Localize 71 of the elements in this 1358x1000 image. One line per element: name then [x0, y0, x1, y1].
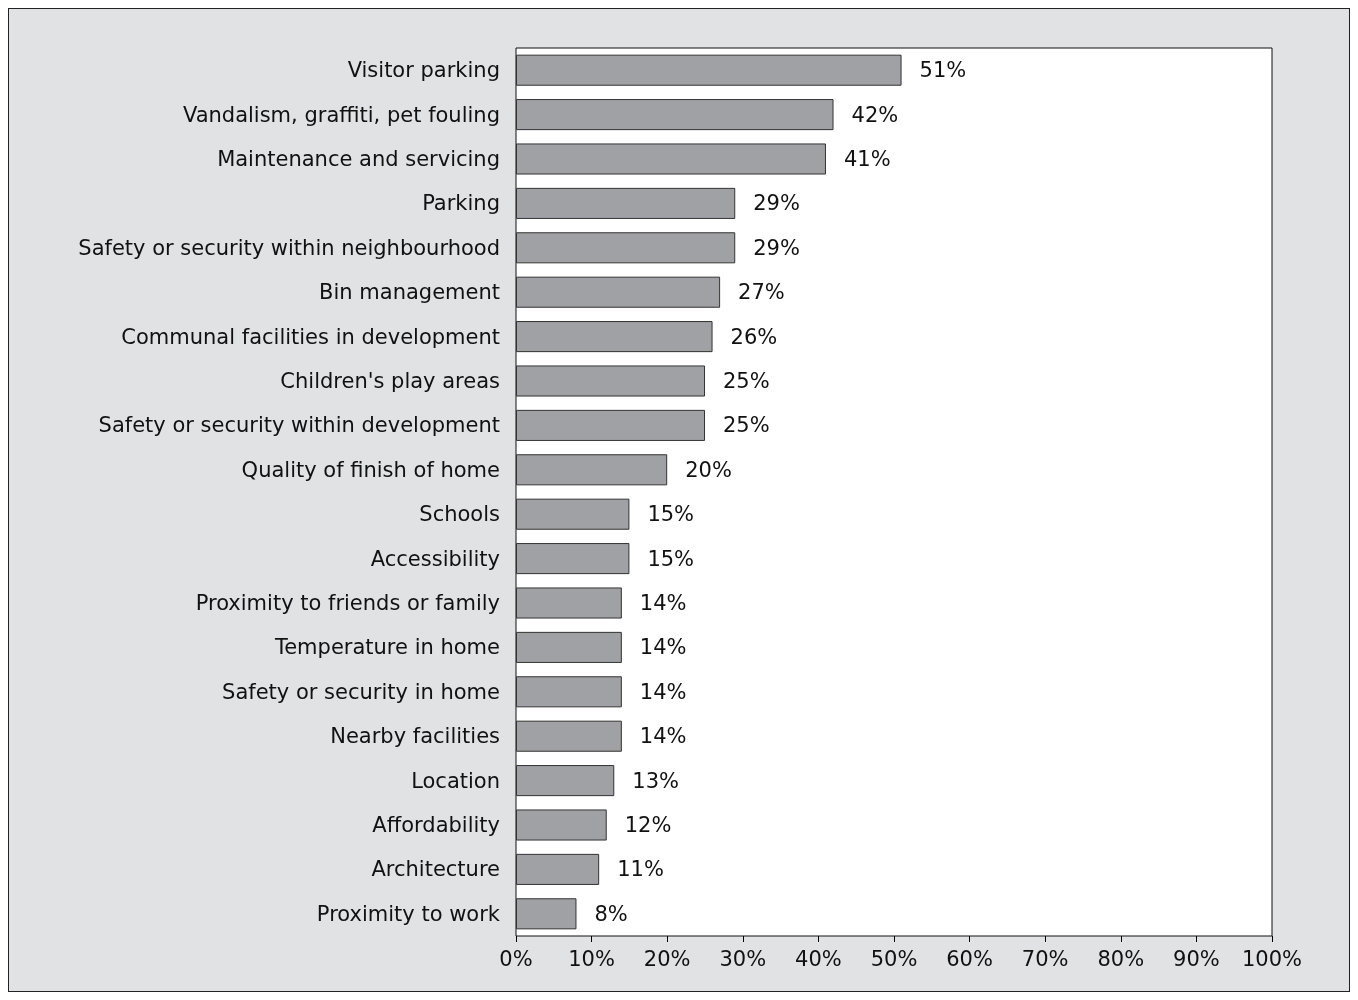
data-label: 20% [685, 457, 732, 482]
y-tick-label: Maintenance and servicing [217, 147, 500, 171]
bar [516, 54, 902, 86]
data-label: 25% [723, 369, 770, 393]
bar [516, 187, 736, 219]
bar [516, 365, 705, 397]
data-label: 41% [843, 147, 891, 171]
y-tick-label: Visitor parking [347, 58, 500, 83]
x-tick-label: 90% [1173, 946, 1220, 971]
data-label: 42% [851, 102, 899, 127]
bar [516, 587, 622, 619]
bar [516, 498, 630, 530]
data-label: 25% [723, 413, 770, 438]
y-tick-label: Location [411, 768, 500, 793]
y-tick-label: Safety or security in home [222, 679, 500, 704]
bar [516, 631, 622, 663]
x-tick-label: 50% [870, 946, 918, 971]
bar [516, 409, 705, 441]
y-tick-label: Architecture [371, 857, 500, 882]
x-tick-label: 10% [568, 946, 615, 971]
x-tick-label: 40% [795, 946, 842, 971]
bar [516, 454, 668, 486]
data-label: 14% [639, 591, 687, 615]
bar [516, 809, 607, 841]
data-label: 27% [738, 280, 785, 305]
y-tick-label: Quality of finish of home [241, 457, 500, 482]
bar [516, 853, 600, 885]
y-tick-label: Communal facilities in development [121, 324, 500, 349]
y-tick-label: Children's play areas [280, 369, 500, 393]
y-tick-label: Bin management [319, 280, 500, 305]
data-label: 12% [624, 813, 672, 837]
y-tick-label: Safety or security within development [98, 413, 500, 438]
y-tick-label: Nearby facilities [330, 724, 500, 749]
bar [516, 720, 622, 752]
y-tick-label: Proximity to work [316, 901, 501, 926]
bar [516, 765, 615, 797]
x-tick-label: 20% [643, 946, 691, 971]
bar [516, 232, 736, 264]
data-label: 26% [730, 324, 778, 349]
x-tick-label: 100% [1241, 946, 1303, 971]
y-tick-label: Affordability [372, 813, 500, 837]
data-label: 8% [594, 901, 628, 926]
bar [516, 99, 834, 131]
data-label: 11% [617, 857, 664, 882]
x-tick-label: 30% [719, 946, 767, 971]
bar [516, 543, 630, 575]
x-tick-label: 0% [499, 946, 533, 971]
y-tick-label: Accessibility [370, 546, 500, 571]
bar [516, 143, 826, 175]
data-label: 29% [753, 191, 800, 216]
data-label: 15% [647, 502, 695, 527]
bar [516, 676, 622, 708]
x-tick-label: 70% [1021, 946, 1069, 971]
data-label: 15% [647, 546, 695, 571]
bar [516, 276, 721, 308]
y-tick-label: Parking [422, 191, 500, 216]
bar [516, 898, 577, 930]
y-tick-label: Safety or security within neighbourhood [78, 235, 500, 260]
data-label: 51% [919, 58, 967, 83]
y-tick-label: Schools [419, 502, 500, 527]
x-tick-label: 80% [1097, 946, 1145, 971]
data-label: 14% [639, 724, 687, 749]
y-tick-label: Temperature in home [273, 635, 500, 660]
x-tick-label: 60% [946, 946, 993, 971]
bar [516, 321, 713, 353]
y-tick-label: Proximity to friends or family [195, 591, 500, 615]
data-label: 14% [639, 635, 687, 660]
data-label: 13% [632, 768, 679, 793]
y-tick-label: Vandalism, graffiti, pet fouling [182, 102, 500, 127]
data-label: 29% [753, 235, 800, 260]
data-label: 14% [639, 679, 687, 704]
